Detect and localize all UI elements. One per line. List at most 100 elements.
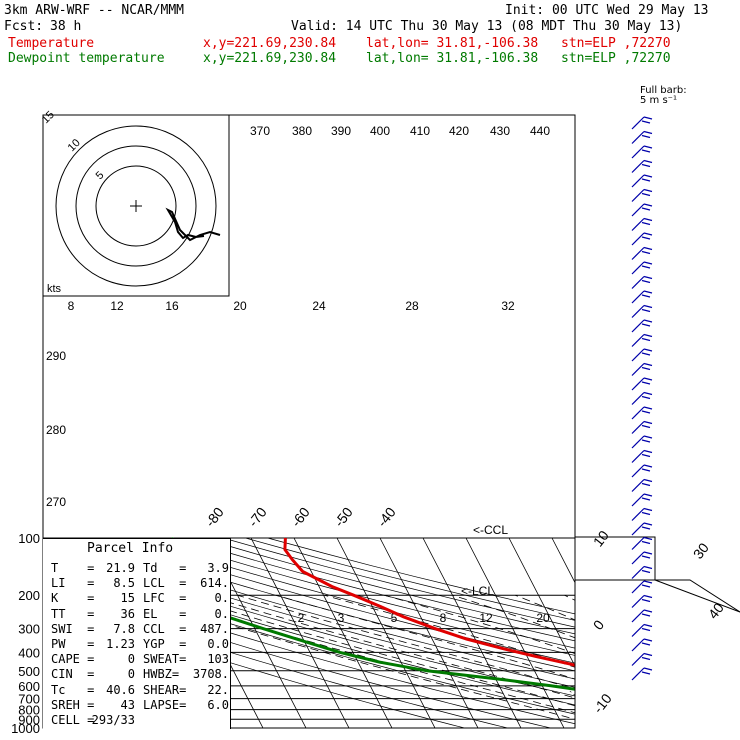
mixing-ratio-label: 2 <box>298 611 305 625</box>
wind-barb <box>631 464 653 478</box>
wind-barb <box>631 261 653 275</box>
mixing-ratio-line <box>563 685 575 696</box>
fcst-value: 38 h <box>50 19 82 34</box>
parcel-info-cell: 36 <box>120 606 135 621</box>
temperature-curve <box>283 537 575 667</box>
mixing-ratio-upper-label: 24 <box>312 299 326 313</box>
barb-panel-frame <box>575 536 740 613</box>
parcel-info-cell: 15 <box>120 591 135 606</box>
theta-e-label: 430 <box>490 124 510 138</box>
isotherm-line <box>724 538 740 728</box>
isotherm-label: -50 <box>331 504 356 530</box>
mixing-ratio-upper-label: 20 <box>233 299 247 313</box>
parcel-info-cell: SREH = <box>51 697 95 712</box>
isotherm-label: 0 <box>590 617 608 633</box>
isotherm-label: -80 <box>202 504 227 530</box>
parcel-info-cell: T = <box>51 561 95 575</box>
wind-barb <box>631 449 653 463</box>
hodograph-ring <box>95 165 177 247</box>
parcel-info-row: T = 21.9 Td = 3.9 <box>51 561 231 576</box>
isotherm-line <box>508 537 575 667</box>
wind-barb <box>631 290 653 304</box>
parcel-info-cell: SWEAT= <box>143 652 187 667</box>
parcel-info-cell: LI = <box>51 576 95 591</box>
parcel-info-row: CIN = 0 HWBZ= 3708. <box>51 667 231 682</box>
moist-adiabat-line <box>324 594 575 668</box>
parcel-info-cell: CCL = <box>143 621 187 636</box>
parcel-info-cell: 0.0 <box>207 637 229 651</box>
dry-adiabat-line <box>45 537 575 688</box>
valid-time: Valid: 14 UTC Thu 30 May 13 (08 MDT Thu … <box>291 19 683 34</box>
mixing-ratio-label: 12 <box>479 611 493 625</box>
parcel-info-row: PW = 1.23 YGP = 0.0 <box>51 637 231 652</box>
pressure-label: 200 <box>18 588 40 603</box>
wind-barb <box>631 551 653 565</box>
isotherm-label: -10 <box>590 690 615 716</box>
wind-barb <box>631 507 653 521</box>
mixing-ratio-upper-label: 32 <box>501 299 515 313</box>
parcel-info-cell: 1.23 <box>106 637 135 651</box>
mixing-ratio-upper-label: 16 <box>165 299 179 313</box>
parcel-info-cell: Tc = <box>51 682 95 697</box>
parcel-info-cell: 3.9 <box>207 561 229 575</box>
mixing-ratio-upper-label: 8 <box>68 299 75 313</box>
parcel-info-cell: 0 <box>127 652 135 667</box>
parcel-info-row: LI = 8.5 LCL = 614. <box>51 576 231 591</box>
barb-key-line1: Full barb: <box>640 85 687 96</box>
parcel-info-cell: 103 <box>207 652 229 667</box>
parcel-info-cell: YGP = <box>143 637 187 651</box>
moist-adiabat-line <box>275 594 575 680</box>
wind-barb <box>631 232 653 246</box>
parcel-info-cell: SWI = <box>51 621 95 636</box>
wind-barb <box>631 522 653 536</box>
wind-barb <box>631 652 653 666</box>
wind-barb <box>631 116 653 130</box>
wind-barb <box>631 565 653 579</box>
parcel-info-cell: 293/33 <box>91 713 135 727</box>
isotherm-label: 10 <box>590 527 612 549</box>
parcel-info-cell: Td = <box>143 561 187 575</box>
isotherm-line <box>465 537 565 728</box>
mixing-ratio-line <box>614 686 666 728</box>
theta-e-label: 380 <box>292 124 312 138</box>
legend-dewpoint-label: Dewpoint temperature <box>8 51 165 66</box>
pressure-label: 500 <box>18 664 40 679</box>
wind-barb <box>631 188 653 202</box>
moist-adiabat-line <box>452 594 575 639</box>
parcel-info-cell: 40.6 <box>106 682 135 697</box>
isotherm-label: -60 <box>288 504 313 530</box>
theta-e-label: 420 <box>449 124 469 138</box>
pressure-label: 300 <box>18 622 40 637</box>
legend-temperature-xy: x,y=221.69,230.84 <box>203 36 337 51</box>
parcel-info-row: SWI = 7.8 CCL = 487. <box>51 622 231 637</box>
parcel-info-cell: 7.8 <box>113 621 135 636</box>
isotherm-line <box>293 537 393 728</box>
wind-barb <box>631 319 653 333</box>
dry-adiabat-line <box>111 537 575 664</box>
legend-temperature-station: stn=ELP ,72270 <box>561 36 671 51</box>
moist-adiabat-line <box>179 594 575 707</box>
pressure-label: 700 <box>18 692 40 707</box>
parcel-info-row: Tc = 40.6 SHEAR= 22. <box>51 683 231 698</box>
parcel-info-cell: PW = <box>51 637 95 651</box>
wind-barb <box>631 406 653 420</box>
dry-adiabat-line <box>245 537 575 621</box>
wind-barb <box>631 478 653 492</box>
theta-e-label: 370 <box>250 124 270 138</box>
wind-barb <box>631 217 653 231</box>
theta-e-label: 440 <box>530 124 550 138</box>
parcel-info-cell: CIN = <box>51 667 95 682</box>
lcl-marker: <-LCL <box>461 584 494 598</box>
wind-barb <box>631 594 653 608</box>
wind-barb <box>631 623 653 637</box>
wind-barb <box>631 580 653 594</box>
dry-adiabat-label: 280 <box>46 423 66 437</box>
parcel-info-cell: EL = <box>143 606 187 621</box>
isotherm-line <box>250 537 350 728</box>
parcel-info-panel: Parcel Info T = 21.9 Td = 3.9 LI = 8.5 LCL = 61… <box>43 538 231 729</box>
init-time: Init: 00 UTC Wed 29 May 13 <box>505 3 709 18</box>
parcel-info-cell: SHEAR= <box>143 682 187 697</box>
dry-adiabat-line <box>200 537 575 635</box>
theta-e-label: 400 <box>370 124 390 138</box>
wind-barb <box>631 493 653 507</box>
